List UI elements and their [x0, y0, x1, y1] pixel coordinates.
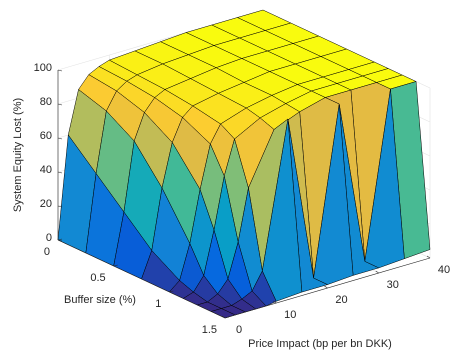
x-tick: [426, 255, 431, 259]
x-tick-label: 30: [387, 279, 399, 291]
z-tick: [57, 69, 63, 72]
z-tick-label: 20: [40, 198, 52, 210]
z-tick: [57, 103, 63, 106]
x-tick: [375, 270, 379, 274]
y-axis: [57, 239, 226, 319]
z-tick-label: 100: [34, 62, 52, 74]
z-tick: [57, 205, 63, 208]
z-tick: [57, 171, 63, 174]
x-tick: [324, 285, 328, 289]
y-tick-label: 1.5: [202, 324, 217, 336]
x-tick: [221, 315, 226, 319]
y-axis-label: Buffer size (%): [64, 294, 136, 306]
y-tick: [169, 290, 174, 293]
x-tick-label: 40: [438, 264, 450, 276]
z-tick: [57, 137, 63, 140]
y-tick-label: 0.5: [90, 272, 105, 284]
y-tick: [113, 264, 118, 267]
y-tick-label: 0: [44, 246, 50, 258]
z-tick-label: 60: [40, 130, 52, 142]
y-tick-label: 1: [155, 298, 161, 310]
z-tick: [57, 239, 63, 242]
x-axis-label: Price Impact (bp per bn DKK): [248, 338, 392, 350]
z-tick-label: 0: [46, 232, 52, 244]
z-tick-label: 40: [40, 164, 52, 176]
x-tick-label: 20: [335, 294, 347, 306]
y-tick: [224, 316, 230, 319]
z-tick-label: 80: [40, 96, 52, 108]
z-axis-label: System Equity Lost (%): [12, 98, 24, 212]
y-tick: [57, 238, 63, 241]
x-tick-label: 0: [236, 324, 242, 336]
x-tick: [273, 300, 277, 304]
x-tick-label: 10: [284, 309, 296, 321]
